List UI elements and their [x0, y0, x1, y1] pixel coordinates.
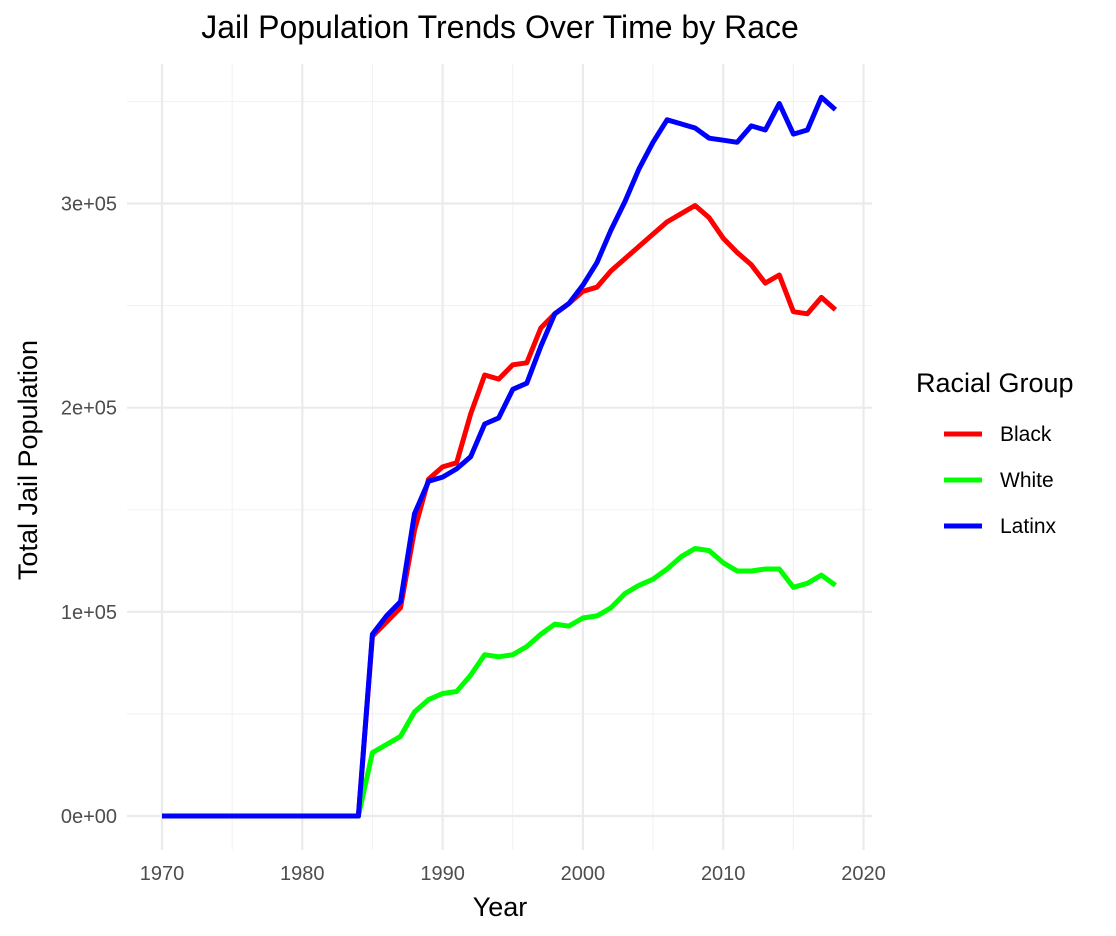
legend-label: Latinx	[1000, 515, 1057, 538]
x-axis-title: Year	[473, 892, 528, 922]
legend-item-white: White	[944, 469, 1054, 492]
legend-item-latinx: Latinx	[944, 515, 1057, 538]
legend-title: Racial Group	[916, 368, 1074, 398]
series-line-latinx	[162, 94, 838, 819]
legend-label: White	[1000, 469, 1054, 492]
y-tick-label: 2e+05	[61, 398, 117, 420]
x-tick-label: 2000	[561, 863, 606, 885]
chart-title: Jail Population Trends Over Time by Race	[201, 9, 799, 45]
y-tick-label: 1e+05	[61, 602, 117, 624]
series-lines	[162, 94, 838, 819]
y-tick-label: 0e+00	[61, 806, 117, 828]
y-axis-title: Total Jail Population	[13, 340, 43, 580]
grid	[127, 64, 872, 850]
legend-item-black: Black	[944, 423, 1052, 446]
y-tick-label: 3e+05	[61, 194, 117, 216]
x-axis-ticks: 1970 1980 1990 2000 2010 2020	[140, 863, 886, 885]
x-tick-label: 2010	[701, 863, 746, 885]
x-tick-label: 1970	[140, 863, 185, 885]
legend: Racial Group Black White Latinx	[916, 368, 1074, 538]
series-line-black	[162, 203, 838, 819]
x-tick-label: 1980	[280, 863, 325, 885]
series-line-white	[162, 546, 837, 819]
legend-label: Black	[1000, 423, 1052, 446]
legend-items: Black White Latinx	[944, 423, 1057, 538]
y-axis-ticks: 0e+00 1e+05 2e+05 3e+05	[61, 194, 117, 829]
x-tick-label: 1990	[420, 863, 465, 885]
x-tick-label: 2020	[841, 863, 886, 885]
